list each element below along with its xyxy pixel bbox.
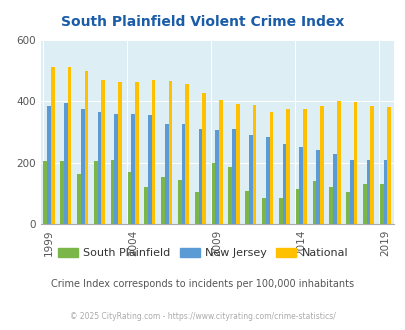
Text: South Plainfield Violent Crime Index: South Plainfield Violent Crime Index [61, 15, 344, 29]
Bar [245, 190, 248, 224]
Bar [369, 107, 373, 224]
Bar [303, 109, 306, 224]
Bar [144, 187, 148, 224]
Bar [345, 192, 349, 224]
Bar [198, 129, 202, 224]
Text: Crime Index corresponds to incidents per 100,000 inhabitants: Crime Index corresponds to incidents per… [51, 279, 354, 289]
Bar [202, 93, 205, 224]
Bar [134, 82, 139, 224]
Bar [336, 101, 340, 224]
Bar [265, 137, 269, 224]
Bar [151, 80, 155, 224]
Bar [81, 109, 84, 224]
Bar [262, 198, 265, 224]
Bar [94, 161, 97, 224]
Bar [185, 84, 189, 224]
Bar [64, 103, 68, 224]
Bar [235, 104, 239, 224]
Bar [319, 106, 323, 224]
Bar [215, 130, 219, 224]
Bar [383, 160, 386, 224]
Bar [315, 149, 319, 224]
Bar [328, 187, 332, 224]
Legend: South Plainfield, New Jersey, National: South Plainfield, New Jersey, National [53, 243, 352, 262]
Bar [177, 180, 181, 224]
Bar [77, 174, 81, 224]
Bar [97, 112, 101, 224]
Bar [295, 189, 299, 224]
Bar [312, 181, 315, 224]
Bar [181, 124, 185, 224]
Bar [51, 67, 54, 224]
Bar [219, 100, 222, 224]
Bar [278, 198, 282, 224]
Bar [84, 71, 88, 224]
Bar [228, 167, 232, 224]
Bar [349, 160, 353, 224]
Text: © 2025 CityRating.com - https://www.cityrating.com/crime-statistics/: © 2025 CityRating.com - https://www.city… [70, 312, 335, 321]
Bar [269, 112, 273, 224]
Bar [164, 124, 168, 224]
Bar [353, 102, 356, 224]
Bar [161, 177, 164, 224]
Bar [232, 129, 235, 224]
Bar [286, 109, 289, 224]
Bar [114, 114, 118, 224]
Bar [43, 161, 47, 224]
Bar [366, 160, 369, 224]
Bar [68, 67, 71, 224]
Bar [299, 147, 303, 224]
Bar [282, 144, 286, 224]
Bar [101, 80, 105, 224]
Bar [127, 172, 131, 224]
Bar [252, 105, 256, 224]
Bar [60, 161, 64, 224]
Bar [111, 160, 114, 224]
Bar [248, 135, 252, 224]
Bar [379, 184, 383, 224]
Bar [131, 114, 134, 224]
Bar [47, 106, 51, 224]
Bar [168, 81, 172, 224]
Bar [148, 115, 151, 224]
Bar [332, 153, 336, 224]
Bar [118, 82, 122, 224]
Bar [362, 184, 366, 224]
Bar [386, 107, 390, 224]
Bar [194, 192, 198, 224]
Bar [211, 163, 215, 224]
